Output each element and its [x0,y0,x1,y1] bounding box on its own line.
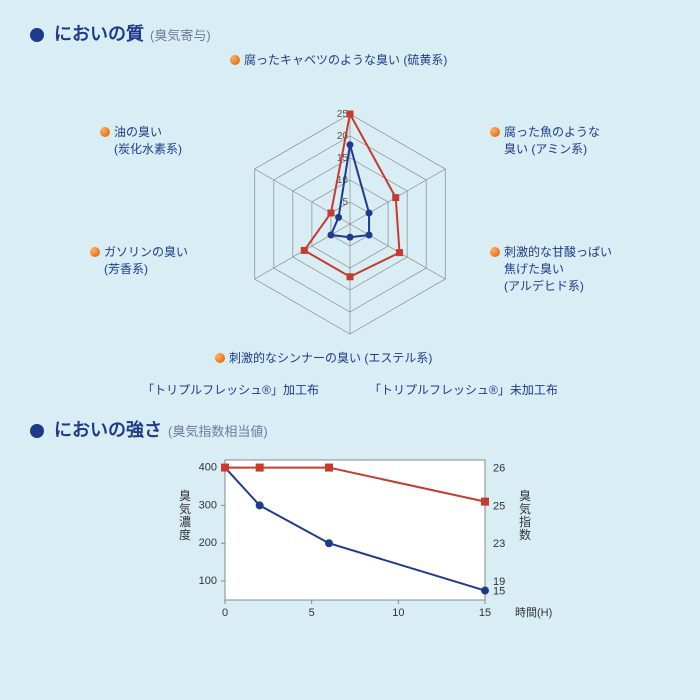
svg-text:23: 23 [493,538,505,550]
radar-axis-text: 腐った魚のような臭い (アミン系) [504,124,600,158]
svg-text:26: 26 [493,463,505,475]
svg-text:15: 15 [479,607,491,619]
orange-dot-icon [100,127,110,137]
radar-axis-text: ガソリンの臭い(芳香系) [104,244,188,278]
section2-header: においの強さ (臭気指数相当値) [30,416,670,442]
svg-text:5: 5 [342,197,348,208]
bullet-icon [30,424,44,438]
svg-text:19: 19 [493,576,505,588]
section1-header: においの質 (臭気寄与) [30,20,670,46]
svg-text:時間(H): 時間(H) [515,606,552,619]
legend-label-unprocessed: 「トリプルフレッシュ®」未加工布 [369,381,558,398]
svg-text:400: 400 [199,462,217,474]
svg-text:300: 300 [199,499,217,511]
svg-text:200: 200 [199,537,217,549]
radar-axis-label: 刺激的なシンナーの臭い (エステル系) [215,350,432,367]
line-svg: 1002003004000510151519232526臭気濃度臭気指数時間(H… [170,450,570,635]
orange-dot-icon [215,353,225,363]
radar-axis-text: 刺激的な甘酸っぱい焦げた臭い(アルデヒド系) [504,244,612,294]
svg-text:度: 度 [179,527,191,542]
radar-axis-label: 油の臭い(炭化水素系) [100,124,182,158]
radar-axis-label: 刺激的な甘酸っぱい焦げた臭い(アルデヒド系) [490,244,612,294]
section1-subtitle: (臭気寄与) [150,25,211,44]
radar-axis-text: 腐ったキャベツのような臭い (硫黄系) [244,52,447,69]
line-chart: 1002003004000510151519232526臭気濃度臭気指数時間(H… [170,450,670,640]
svg-text:5: 5 [309,607,315,619]
svg-text:25: 25 [493,500,505,512]
svg-text:100: 100 [199,575,217,587]
svg-text:臭: 臭 [519,488,531,503]
radar-chart: 510152025 腐ったキャベツのような臭い (硫黄系) 腐った魚のような臭い … [30,54,670,374]
radar-axis-text: 刺激的なシンナーの臭い (エステル系) [229,350,432,367]
section2-subtitle: (臭気指数相当値) [168,421,268,440]
svg-text:気: 気 [519,501,531,516]
svg-text:数: 数 [519,527,531,542]
section2-title: においの強さ [54,416,162,442]
svg-text:指: 指 [519,514,531,529]
legend-label-processed: 「トリプルフレッシュ®」加工布 [142,381,319,398]
svg-text:臭: 臭 [179,488,191,503]
orange-dot-icon [230,55,240,65]
radar-axis-label: 腐った魚のような臭い (アミン系) [490,124,600,158]
svg-text:気: 気 [179,501,191,516]
svg-text:10: 10 [392,607,404,619]
orange-dot-icon [490,247,500,257]
svg-text:0: 0 [222,607,228,619]
svg-text:濃: 濃 [179,515,191,529]
orange-dot-icon [490,127,500,137]
bullet-icon [30,28,44,42]
radar-axis-label: 腐ったキャベツのような臭い (硫黄系) [230,52,447,69]
orange-dot-icon [90,247,100,257]
radar-axis-label: ガソリンの臭い(芳香系) [90,244,188,278]
radar-axis-text: 油の臭い(炭化水素系) [114,124,182,158]
section1-title: においの質 [54,20,144,46]
radar-svg: 510152025 [30,54,670,374]
